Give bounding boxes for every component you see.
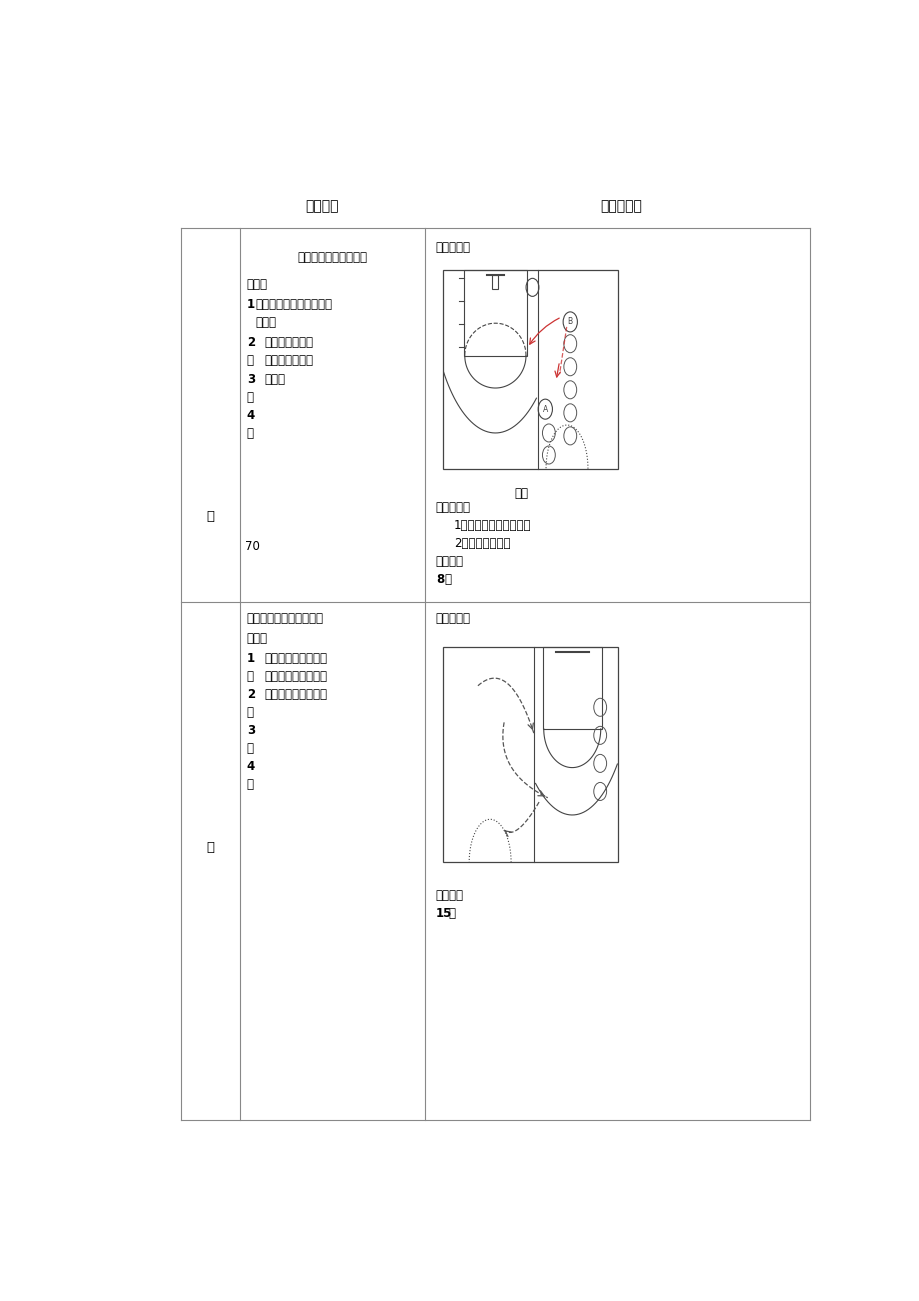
Text: 抢篮板: 抢篮板 [265, 372, 286, 385]
Text: 先做假动作接球: 先做假动作接球 [265, 337, 313, 350]
Text: 2、语言指导更正: 2、语言指导更正 [453, 537, 510, 550]
Text: 图二: 图二 [514, 487, 528, 500]
Text: A: A [542, 405, 548, 414]
Text: 1、教师示范后半部讲解: 1、教师示范后半部讲解 [453, 519, 530, 532]
Bar [443, 271, 617, 468]
Text: 球时要探肩放球后要: 球时要探肩放球后要 [265, 670, 327, 683]
Text: 组: 组 [444, 572, 451, 585]
Text: 要求：: 要求： [246, 632, 267, 645]
Text: B: B [567, 317, 573, 327]
Text: 、: 、 [246, 778, 254, 791]
Text: 二、教法：: 二、教法： [436, 501, 471, 514]
Text: 二、复习交叉步持球突破: 二、复习交叉步持球突破 [246, 611, 323, 624]
Text: 再启动: 再启动 [255, 316, 277, 329]
Text: 、: 、 [246, 427, 254, 440]
Text: 一、组织：: 一、组织： [436, 611, 471, 624]
Bar [443, 647, 617, 863]
Text: 、: 、 [246, 354, 254, 367]
Text: 基: 基 [206, 510, 214, 523]
Text: 4: 4 [246, 409, 255, 422]
Text: 2: 2 [246, 337, 255, 350]
Text: 3: 3 [246, 725, 255, 738]
Bar [463, 271, 527, 355]
Bar [492, 276, 498, 289]
Text: 、: 、 [246, 706, 254, 719]
Text: 后运球上篮队友: 后运球上篮队友 [265, 354, 313, 367]
Text: 2: 2 [246, 688, 255, 701]
Text: 组织与教法: 组织与教法 [599, 199, 641, 213]
Text: 3: 3 [246, 372, 255, 385]
Text: 三、练习: 三、练习 [436, 554, 463, 567]
Text: 8: 8 [436, 572, 444, 585]
Text: 、: 、 [246, 670, 254, 683]
Text: 15: 15 [436, 908, 452, 920]
Text: 、: 、 [246, 390, 254, 403]
Text: 一、组织：: 一、组织： [436, 241, 471, 254]
Text: 传、接、运、上蓝练习: 传、接、运、上蓝练习 [297, 251, 367, 264]
Text: 二、练习: 二、练习 [436, 890, 463, 903]
Text: 突破前要有假动作放: 突破前要有假动作放 [265, 652, 327, 665]
Text: 课的内容: 课的内容 [305, 199, 338, 213]
Text: 、: 、 [246, 742, 254, 755]
Text: 70: 70 [244, 540, 260, 553]
Text: 、传球后等队友接到球后: 、传球后等队友接到球后 [255, 298, 332, 311]
Text: 有加速动作保护好球: 有加速动作保护好球 [265, 688, 327, 701]
Text: 本: 本 [206, 840, 214, 853]
Text: 要求：: 要求： [246, 278, 267, 291]
Text: 1: 1 [246, 298, 255, 311]
Text: 1: 1 [246, 652, 255, 665]
Bar [542, 647, 601, 729]
Text: 4: 4 [246, 760, 255, 773]
Text: 组: 组 [448, 908, 455, 920]
